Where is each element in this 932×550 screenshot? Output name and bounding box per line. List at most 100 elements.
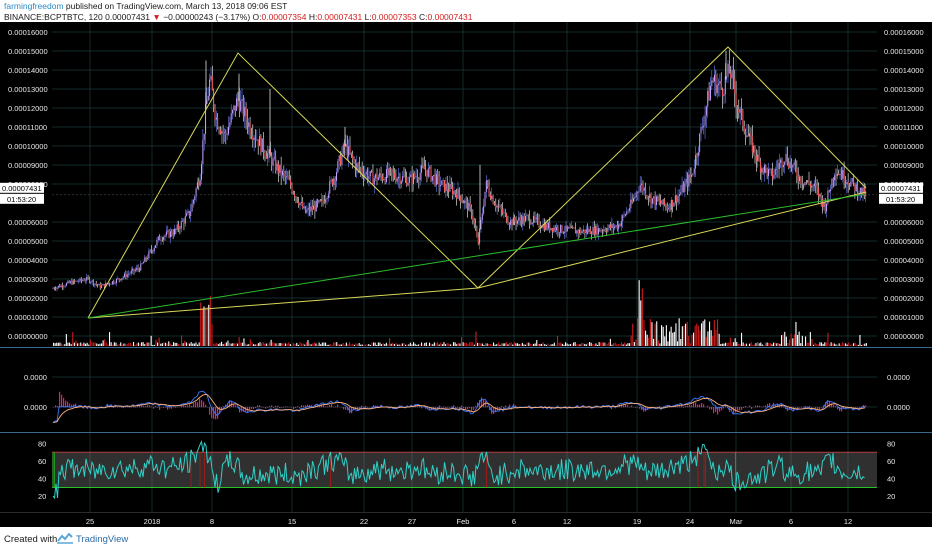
volume-bar (86, 342, 88, 346)
volume-bar (824, 342, 826, 346)
candle-body (781, 159, 783, 168)
volume-bar (606, 343, 608, 346)
volume-bar (56, 342, 58, 346)
candle-body (523, 216, 525, 222)
volume-bar (70, 344, 72, 346)
macd-histogram-bar (731, 407, 733, 411)
candle-body (707, 90, 709, 107)
candle-body (317, 200, 319, 203)
chart-canvas[interactable]: 0.00016000 0.00016000 0.00015000 0.00015000… (0, 22, 932, 527)
macd-histogram-bar (737, 407, 739, 412)
candle-body (431, 176, 433, 181)
time-axis-label: 6 (789, 517, 793, 526)
volume-bar (720, 344, 722, 346)
candle-body (164, 235, 166, 238)
volume-bar (520, 344, 522, 346)
macd-histogram-bar (827, 400, 829, 408)
volume-bar (608, 342, 610, 346)
candle-body (253, 137, 255, 140)
volume-bar (246, 344, 248, 346)
time-axis-label: 24 (686, 517, 694, 526)
candle-body (137, 267, 139, 269)
volume-bar (753, 344, 755, 346)
candle-body (284, 173, 286, 178)
candle-body (793, 162, 795, 165)
tradingview-brand[interactable]: TradingView (76, 534, 129, 545)
volume-bar (683, 325, 685, 346)
volume-bar (507, 344, 509, 346)
candle-body (421, 165, 423, 173)
candle-body (611, 224, 613, 228)
candle-body (776, 168, 778, 170)
candle-body (403, 176, 405, 177)
time-axis-label: 22 (360, 517, 368, 526)
candle-body (477, 236, 479, 244)
candle-body (79, 278, 81, 282)
volume-bar (629, 343, 631, 346)
volume-bar (702, 321, 704, 346)
drawn-patterns[interactable] (87, 46, 867, 319)
volume-bar (133, 342, 135, 346)
candle-body (161, 239, 163, 241)
candle-body (473, 219, 475, 224)
price-axis-label-right: 0.00000000 (884, 332, 924, 341)
macd-histogram-bar (193, 403, 195, 408)
candle-body (402, 176, 404, 182)
volume-bar (704, 319, 706, 346)
macd-histogram-bar (725, 405, 727, 408)
countdown-tag (0, 193, 44, 204)
volume-bar (649, 319, 651, 346)
macd-histogram-bar (437, 407, 439, 409)
volume-bar (523, 344, 525, 346)
volume-bar (233, 343, 235, 346)
candle-body (145, 257, 147, 259)
candle-body (645, 188, 647, 197)
volume-bar (717, 319, 719, 346)
chart-svg[interactable]: 0.00016000 0.00016000 0.00015000 0.00015000… (0, 22, 932, 527)
candle-body (290, 179, 292, 186)
price-axis-label-right: 0.00001000 (884, 313, 924, 322)
macd-histogram-bar (133, 405, 135, 408)
candle-body (427, 168, 429, 177)
candle-body (722, 88, 724, 97)
candle-body (75, 280, 77, 282)
macd-histogram-bar (721, 407, 723, 411)
author-link[interactable]: farmingfreedom (4, 1, 64, 11)
price-axis-label-right: 0.00010000 (884, 142, 924, 151)
candle-body (826, 203, 828, 212)
candle-body (449, 184, 451, 192)
candle-body (167, 230, 169, 232)
volume-bar (277, 344, 279, 346)
candle-body (804, 182, 806, 186)
candle-body (745, 131, 747, 138)
macd-histogram-bar (641, 407, 643, 410)
price-axis-label-right: 0.00011000 (884, 123, 923, 132)
candle-body (221, 131, 223, 134)
candle-body (311, 206, 313, 210)
volume-bar (344, 344, 346, 346)
volume-bar (347, 344, 349, 346)
macd-histogram-bar (323, 404, 325, 408)
volume-bar (321, 342, 323, 346)
candle-body (520, 220, 522, 225)
macd-histogram-bar (801, 407, 803, 408)
volume-bar (184, 341, 186, 346)
candle-body (97, 284, 99, 286)
rsi-axis-label-right: 60 (887, 457, 895, 466)
volume-bar (475, 331, 477, 346)
candle-body (205, 103, 207, 134)
candle-body (658, 200, 660, 201)
volume-bar (664, 336, 666, 346)
volume-bar (187, 343, 189, 346)
volume-bar (160, 343, 162, 346)
candle-body (862, 187, 864, 196)
volume-bar (688, 335, 690, 346)
volume-bar (501, 343, 503, 346)
candle-body (342, 144, 344, 154)
candle-body (525, 216, 526, 222)
candle-body (547, 222, 549, 229)
candle-body (751, 135, 753, 153)
volume-bar (173, 342, 175, 346)
candle-body (543, 223, 545, 230)
candle-body (234, 105, 236, 111)
